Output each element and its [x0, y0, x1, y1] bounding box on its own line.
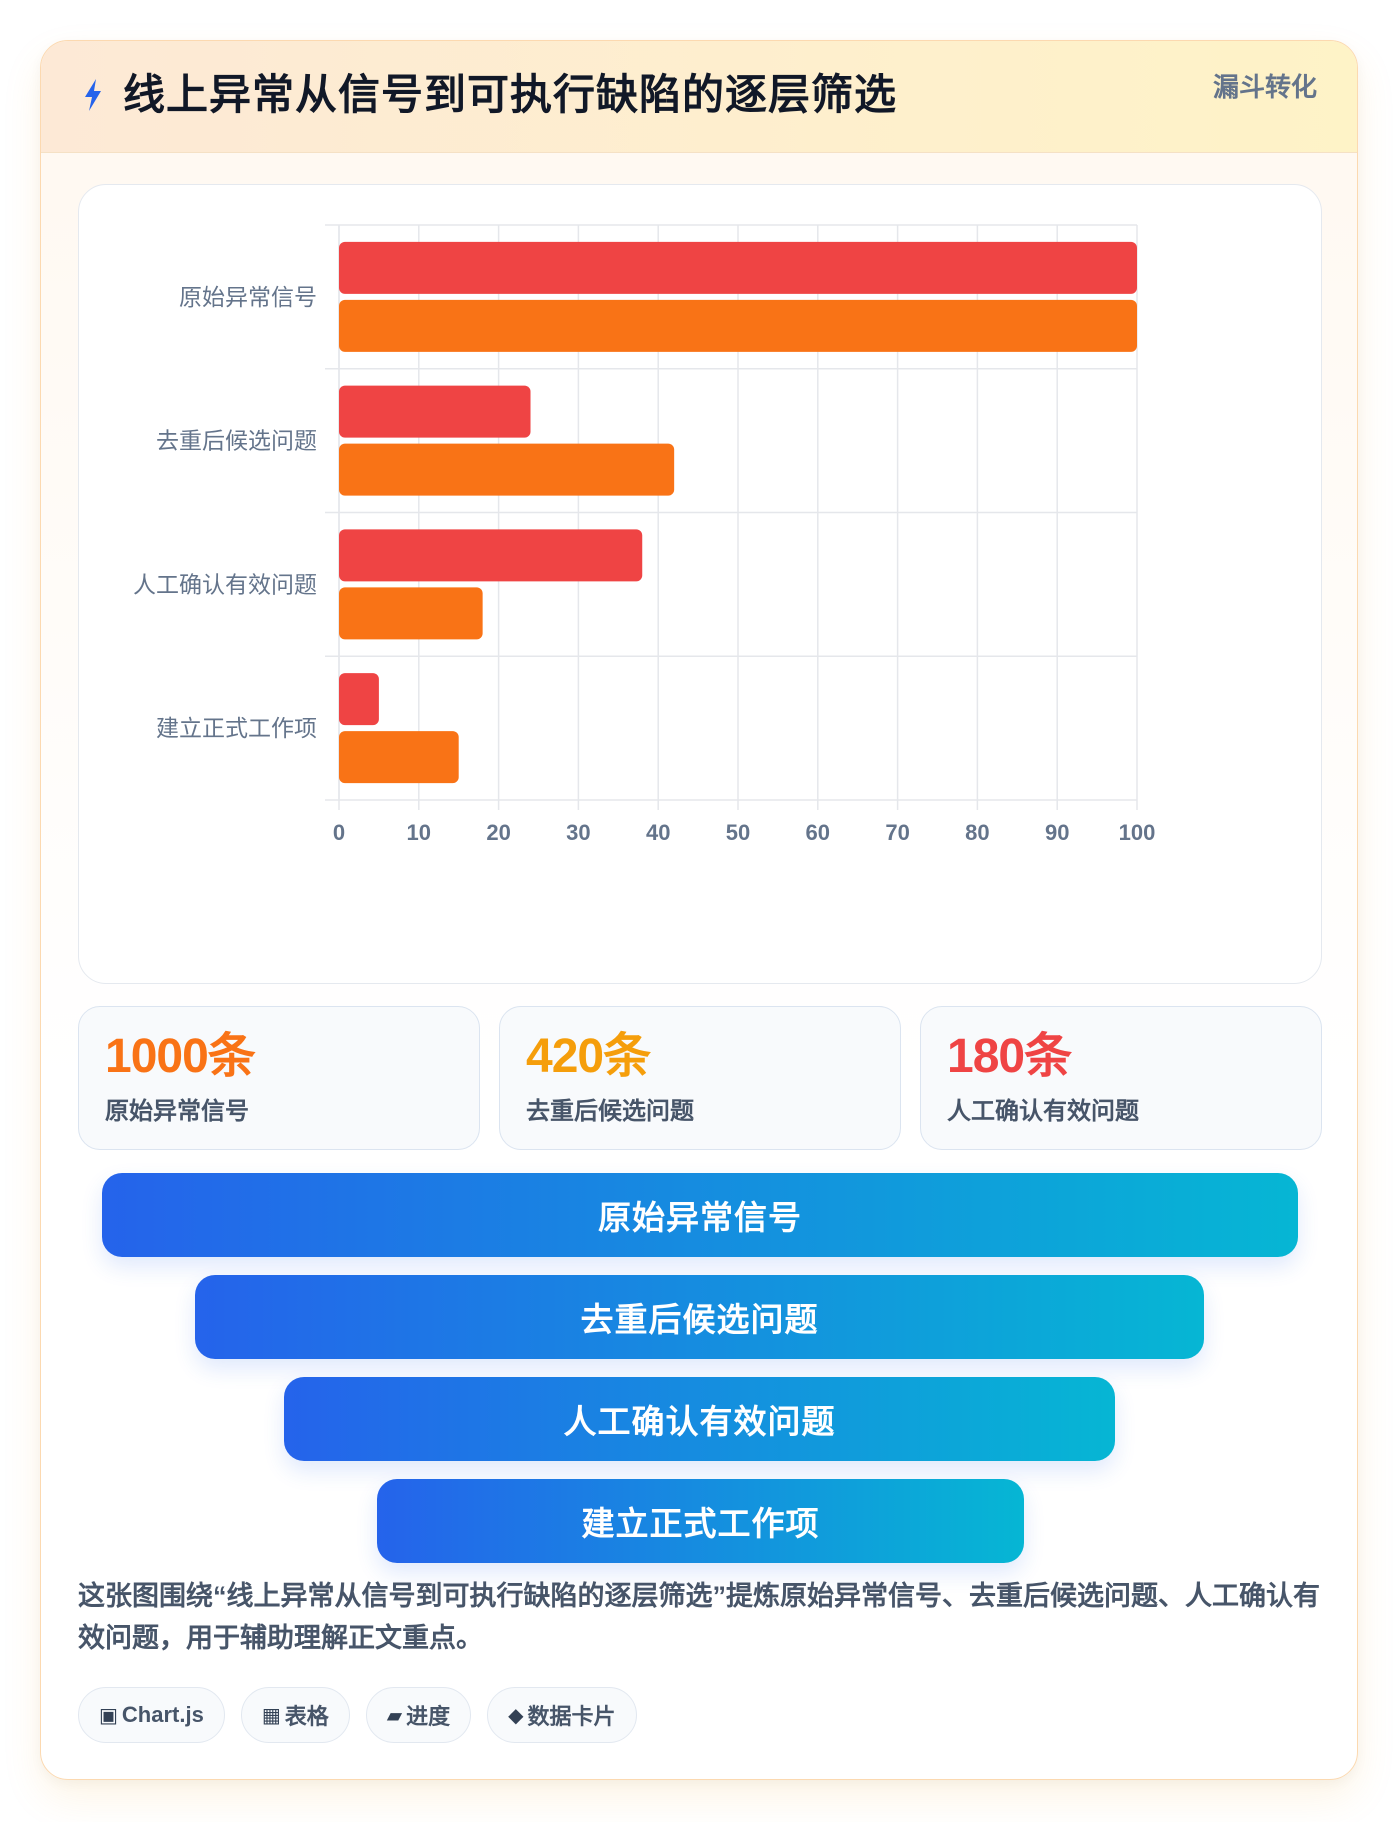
stat-value: 180条 [947, 1030, 1072, 1083]
chip-label: 数据卡片 [527, 1704, 616, 1729]
card-header: 线上异常从信号到可执行缺陷的逐层筛选 漏斗转化 [41, 41, 1357, 153]
funnel-stage: 去重后候选问题 [195, 1275, 1204, 1359]
x-tick-label: 60 [806, 820, 830, 845]
y-tick-label: 建立正式工作项 [156, 715, 317, 741]
funnel-stage: 建立正式工作项 [377, 1479, 1024, 1563]
chip-data-card[interactable]: ◆ 数据卡片 [487, 1687, 637, 1743]
y-tick-label: 原始异常信号 [179, 284, 317, 310]
x-tick-label: 40 [646, 820, 670, 845]
stat-value: 420条 [526, 1030, 651, 1083]
stat-label: 人工确认有效问题 [947, 1098, 1139, 1125]
funnel-stage: 原始异常信号 [102, 1173, 1298, 1257]
bar-chart-panel: 0 10 20 30 40 50 60 70 80 90 100 原始异常信号去重后候选问题人工确认有… [78, 184, 1322, 984]
x-tick-label: 90 [1045, 820, 1069, 845]
table-icon: ▦ [261, 1704, 281, 1727]
chip-row: ▣ Chart.js ▦ 表格 ▰ 进度 ◆ 数据卡片 [78, 1687, 637, 1745]
bar [339, 673, 379, 726]
lightning-icon [79, 75, 107, 115]
bar [339, 731, 459, 784]
bar [339, 443, 675, 496]
x-tick-label: 80 [965, 820, 989, 845]
figure-description: 这张图围绕“线上异常从信号到可执行缺陷的逐层筛选”提炼原始异常信号、去重后候选问… [78, 1581, 1320, 1653]
y-tick-label: 人工确认有效问题 [133, 571, 317, 597]
stat-cards: 1000条 原始异常信号 420条 去重后候选问题 180条 人工确认有效问题 [78, 1006, 1322, 1150]
bar [339, 587, 483, 640]
data-card-icon: ◆ [508, 1704, 524, 1727]
stat-card: 1000条 原始异常信号 [78, 1006, 480, 1150]
chart-icon: ▣ [99, 1704, 118, 1727]
bar [339, 241, 1137, 294]
chip-label: 表格 [284, 1704, 329, 1729]
chip-label: Chart.js [121, 1702, 204, 1727]
chip-progress[interactable]: ▰ 进度 [365, 1687, 472, 1743]
stat-label: 去重后候选问题 [526, 1098, 694, 1125]
header-tag: 漏斗转化 [1212, 72, 1317, 102]
x-tick-label: 0 [333, 820, 345, 845]
stat-label: 原始异常信号 [105, 1098, 249, 1125]
x-tick-label: 10 [407, 820, 431, 845]
chip-label: 进度 [406, 1704, 451, 1729]
bar [339, 385, 531, 438]
progress-icon: ▰ [386, 1704, 403, 1727]
y-tick-label: 去重后候选问题 [156, 428, 317, 454]
x-tick-label: 70 [885, 820, 909, 845]
bar [339, 529, 643, 582]
stat-card: 180条 人工确认有效问题 [920, 1006, 1322, 1150]
figure-card: 线上异常从信号到可执行缺陷的逐层筛选 漏斗转化 0 10 20 30 40 50 60 70 8… [40, 40, 1358, 1780]
chip-chartjs[interactable]: ▣ Chart.js [78, 1687, 225, 1743]
stat-value: 1000条 [105, 1030, 256, 1083]
chip-table[interactable]: ▦ 表格 [240, 1687, 350, 1743]
x-tick-label: 50 [726, 820, 750, 845]
stat-card: 420条 去重后候选问题 [499, 1006, 901, 1150]
bar-chart: 0 10 20 30 40 50 60 70 80 90 100 原始异常信号去重后候选问题人工确认有… [133, 224, 1156, 845]
x-tick-label: 20 [486, 820, 510, 845]
x-tick-label: 30 [566, 820, 590, 845]
x-tick-label: 100 [1119, 820, 1156, 845]
funnel-stage: 人工确认有效问题 [284, 1377, 1115, 1461]
bar [339, 299, 1137, 352]
chart-title: 线上异常从信号到可执行缺陷的逐层筛选 [123, 71, 898, 118]
